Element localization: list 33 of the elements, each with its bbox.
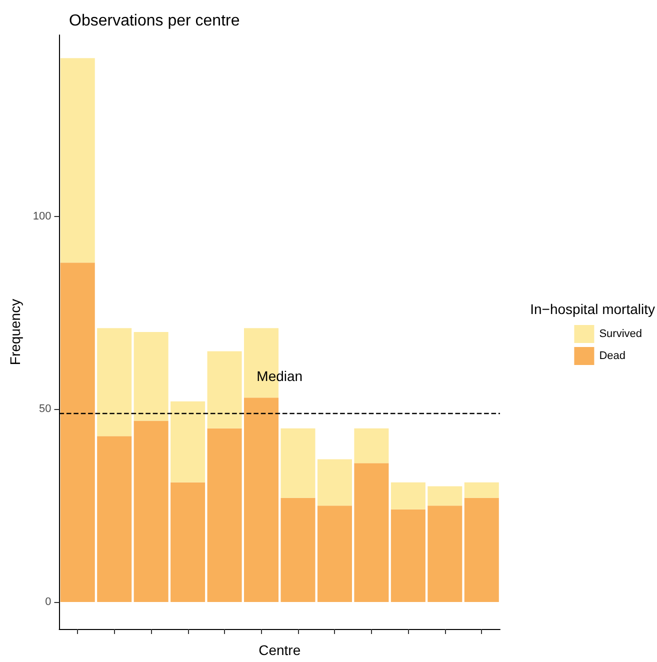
y-tick-label: 50: [39, 403, 52, 416]
bar: [280, 498, 316, 602]
bar: [280, 428, 316, 498]
bar: [354, 463, 389, 602]
bar: [170, 482, 206, 602]
bar: [134, 420, 168, 602]
bar: [134, 332, 168, 421]
bar: [464, 498, 499, 602]
chart-title: Observations per centre: [69, 12, 240, 30]
bar: [97, 328, 132, 436]
bar: [207, 351, 242, 428]
x-axis-title: Centre: [258, 642, 301, 658]
bar: [464, 482, 499, 498]
legend-title: In−hospital mortality: [530, 301, 656, 317]
legend-label: Survived: [599, 328, 642, 340]
bar: [170, 401, 206, 482]
bar: [428, 506, 462, 602]
bar: [244, 398, 279, 602]
bar: [60, 262, 95, 602]
bar: [390, 482, 426, 510]
bar: [317, 459, 352, 506]
bar: [390, 509, 426, 602]
y-axis-title: Frequency: [7, 298, 23, 366]
y-tick-label: 100: [32, 210, 52, 222]
ref-line-label: Median: [256, 368, 303, 384]
bar: [97, 436, 132, 602]
bar: [428, 486, 462, 506]
y-tick-label: 0: [45, 596, 52, 608]
bar: [317, 506, 352, 602]
bar: [207, 428, 242, 602]
legend-label: Dead: [599, 350, 626, 362]
bar: [60, 58, 95, 263]
bar: [354, 428, 389, 464]
